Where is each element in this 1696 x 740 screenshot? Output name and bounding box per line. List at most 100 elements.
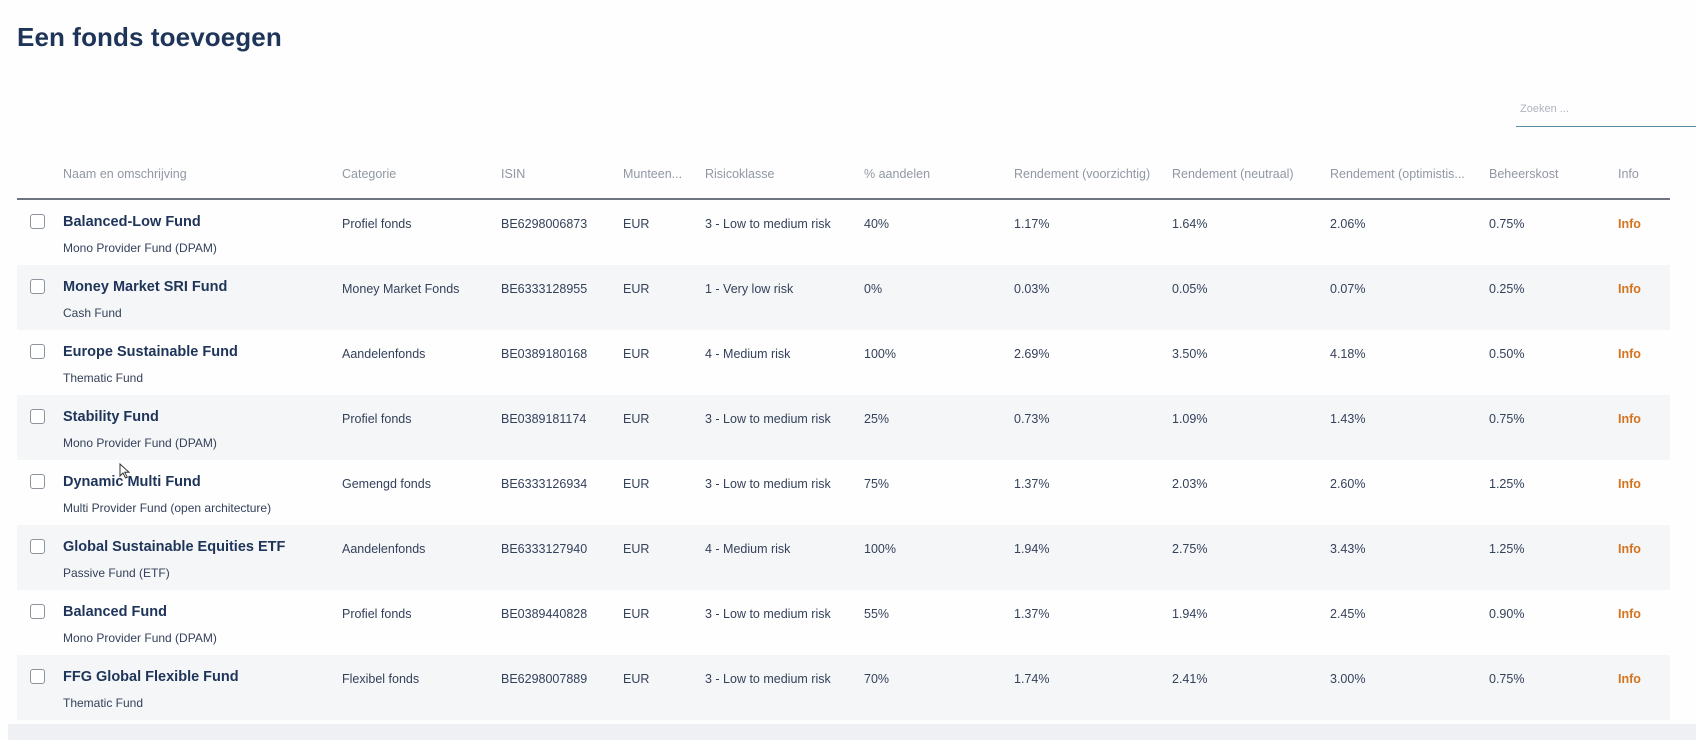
row-select-checkbox[interactable] — [30, 344, 45, 359]
column-header-return-cautious[interactable]: Rendement (voorzichtig) — [1014, 167, 1151, 181]
row-select-checkbox[interactable] — [30, 604, 45, 619]
return-neutral-cell: 0.05% — [1172, 282, 1208, 296]
mouse-cursor-icon — [119, 463, 131, 479]
currency-cell: EUR — [623, 412, 650, 426]
column-header-isin[interactable]: ISIN — [501, 167, 526, 181]
fund-description: Cash Fund — [63, 306, 122, 320]
risk-class-cell: 1 - Very low risk — [705, 282, 794, 296]
fund-description: Mono Provider Fund (DPAM) — [63, 241, 217, 255]
row-select-checkbox[interactable] — [30, 474, 45, 489]
fund-description: Passive Fund (ETF) — [63, 566, 170, 580]
return-neutral-cell: 2.75% — [1172, 542, 1208, 556]
row-select-checkbox[interactable] — [30, 539, 45, 554]
table-row[interactable]: Stability Fund Mono Provider Fund (DPAM) P… — [17, 395, 1670, 460]
risk-class-cell: 4 - Medium risk — [705, 542, 791, 556]
fund-name: Dynamic Multi Fund — [63, 474, 201, 490]
row-select-checkbox[interactable] — [30, 409, 45, 424]
page-title: Een fonds toevoegen — [17, 22, 282, 52]
return-optimistic-cell: 2.45% — [1330, 607, 1366, 621]
table-row[interactable]: Money Market SRI Fund Cash Fund Money Mark… — [17, 265, 1670, 330]
info-link[interactable]: Info — [1618, 282, 1641, 296]
fund-description: Thematic Fund — [63, 371, 144, 385]
column-header-fee[interactable]: Beheerskost — [1489, 167, 1559, 181]
column-header-return-optimistic[interactable]: Rendement (optimistis... — [1330, 167, 1465, 181]
row-select-checkbox[interactable] — [30, 279, 45, 294]
search-input[interactable] — [1516, 96, 1690, 122]
return-optimistic-cell: 3.43% — [1330, 542, 1366, 556]
isin-cell: BE6333128955 — [501, 282, 588, 296]
category-cell: Flexibel fonds — [342, 672, 420, 686]
column-header-return-neutral[interactable]: Rendement (neutraal) — [1172, 167, 1294, 181]
currency-cell: EUR — [623, 282, 650, 296]
info-link[interactable]: Info — [1618, 217, 1641, 231]
equity-percentage-cell: 75% — [864, 477, 890, 491]
return-optimistic-cell: 4.18% — [1330, 347, 1366, 361]
return-cautious-cell: 1.37% — [1014, 607, 1050, 621]
info-link[interactable]: Info — [1618, 542, 1641, 556]
fund-name: Global Sustainable Equities ETF — [63, 539, 286, 555]
funds-table: Naam en omschrijving Categorie ISIN Munt… — [17, 150, 1670, 720]
risk-class-cell: 3 - Low to medium risk — [705, 412, 831, 426]
management-fee-cell: 0.75% — [1489, 672, 1525, 686]
isin-cell: BE6298006873 — [501, 217, 588, 231]
return-optimistic-cell: 3.00% — [1330, 672, 1366, 686]
management-fee-cell: 1.25% — [1489, 542, 1525, 556]
table-row[interactable]: Balanced Fund Mono Provider Fund (DPAM) Pr… — [17, 590, 1670, 655]
category-cell: Gemengd fonds — [342, 477, 431, 491]
management-fee-cell: 0.90% — [1489, 607, 1525, 621]
isin-cell: BE0389181174 — [501, 412, 587, 426]
info-link[interactable]: Info — [1618, 412, 1641, 426]
risk-class-cell: 3 - Low to medium risk — [705, 217, 831, 231]
info-link[interactable]: Info — [1618, 672, 1641, 686]
info-link[interactable]: Info — [1618, 607, 1641, 621]
equity-percentage-cell: 70% — [864, 672, 890, 686]
column-header-info: Info — [1618, 167, 1639, 181]
category-cell: Aandelenfonds — [342, 347, 426, 361]
return-cautious-cell: 2.69% — [1014, 347, 1050, 361]
row-select-checkbox[interactable] — [30, 214, 45, 229]
isin-cell: BE6333126934 — [501, 477, 588, 491]
equity-percentage-cell: 100% — [864, 542, 896, 556]
column-header-risk[interactable]: Risicoklasse — [705, 167, 775, 181]
fund-description: Mono Provider Fund (DPAM) — [63, 436, 217, 450]
info-link[interactable]: Info — [1618, 347, 1641, 361]
equity-percentage-cell: 55% — [864, 607, 890, 621]
table-row[interactable]: Europe Sustainable Fund Thematic Fund Aand… — [17, 330, 1670, 395]
risk-class-cell: 3 - Low to medium risk — [705, 477, 831, 491]
equity-percentage-cell: 40% — [864, 217, 890, 231]
category-cell: Profiel fonds — [342, 607, 412, 621]
fund-name: Money Market SRI Fund — [63, 279, 228, 295]
currency-cell: EUR — [623, 607, 650, 621]
isin-cell: BE0389180168 — [501, 347, 588, 361]
return-cautious-cell: 1.94% — [1014, 542, 1050, 556]
return-neutral-cell: 1.64% — [1172, 217, 1208, 231]
return-neutral-cell: 1.94% — [1172, 607, 1208, 621]
table-row[interactable]: Dynamic Multi Fund Multi Provider Fund (o… — [17, 460, 1670, 525]
table-row[interactable]: Global Sustainable Equities ETF Passive F… — [17, 525, 1670, 590]
horizontal-scrollbar[interactable] — [8, 724, 1696, 740]
management-fee-cell: 1.25% — [1489, 477, 1525, 491]
isin-cell: BE6333127940 — [501, 542, 588, 556]
currency-cell: EUR — [623, 542, 650, 556]
fund-name: FFG Global Flexible Fund — [63, 669, 239, 685]
management-fee-cell: 0.25% — [1489, 282, 1525, 296]
column-header-category[interactable]: Categorie — [342, 167, 397, 181]
table-row[interactable]: Balanced-Low Fund Mono Provider Fund (DPA… — [17, 200, 1670, 265]
column-header-name[interactable]: Naam en omschrijving — [63, 167, 187, 181]
currency-cell: EUR — [623, 477, 650, 491]
row-select-checkbox[interactable] — [30, 669, 45, 684]
currency-cell: EUR — [623, 672, 650, 686]
risk-class-cell: 3 - Low to medium risk — [705, 607, 831, 621]
fund-name: Balanced-Low Fund — [63, 214, 201, 230]
fund-description: Thematic Fund — [63, 696, 144, 710]
search-field[interactable] — [1516, 96, 1696, 127]
table-body: Balanced-Low Fund Mono Provider Fund (DPA… — [17, 200, 1670, 720]
table-row[interactable]: FFG Global Flexible Fund Thematic Fund Fle… — [17, 655, 1670, 720]
return-neutral-cell: 2.41% — [1172, 672, 1208, 686]
isin-cell: BE6298007889 — [501, 672, 588, 686]
column-header-equity[interactable]: % aandelen — [864, 167, 931, 181]
equity-percentage-cell: 0% — [864, 282, 883, 296]
info-link[interactable]: Info — [1618, 477, 1641, 491]
column-header-currency[interactable]: Munteen... — [623, 167, 683, 181]
return-optimistic-cell: 2.06% — [1330, 217, 1366, 231]
